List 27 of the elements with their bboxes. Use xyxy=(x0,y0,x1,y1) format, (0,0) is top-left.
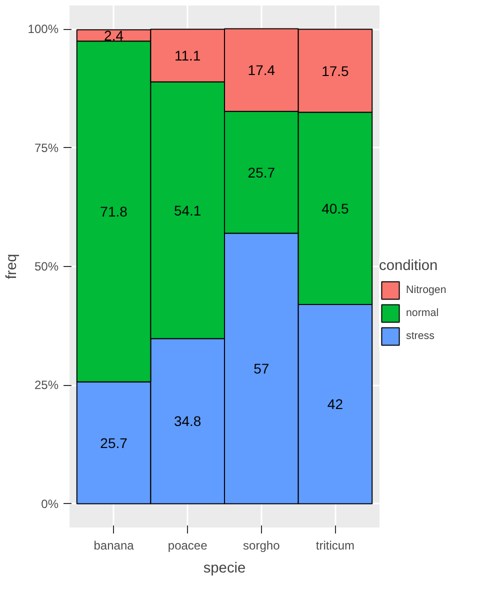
data-label: 25.7 xyxy=(248,164,276,180)
y-tick-label: 75% xyxy=(34,140,59,155)
y-tick-label: 0% xyxy=(41,496,59,511)
data-label: 17.4 xyxy=(248,62,276,78)
legend-label: stress xyxy=(406,330,434,342)
x-tick-label: poacee xyxy=(168,538,208,552)
legend-title: condition xyxy=(379,258,439,274)
x-axis-title: specie xyxy=(203,560,246,576)
data-label: 40.5 xyxy=(322,200,350,216)
data-label: 71.8 xyxy=(100,203,128,220)
y-axis-title: freq xyxy=(4,254,20,280)
data-label: 25.7 xyxy=(100,434,128,451)
data-label: 54.1 xyxy=(174,202,202,218)
data-label: 2.4 xyxy=(104,27,124,44)
legend-label: normal xyxy=(406,307,439,319)
data-label: 34.8 xyxy=(174,413,202,430)
legend-label: Nitrogen xyxy=(406,284,446,296)
x-tick-label: sorgho xyxy=(243,538,280,552)
data-label: 17.5 xyxy=(322,62,350,79)
y-tick-label: 100% xyxy=(28,22,59,36)
data-label: 11.1 xyxy=(174,48,201,64)
data-label: 42 xyxy=(327,396,344,412)
x-tick-label: banana xyxy=(94,538,134,552)
data-label: 57 xyxy=(254,360,270,377)
y-tick-label: 25% xyxy=(34,378,59,392)
y-tick-label: 50% xyxy=(34,260,59,274)
x-tick-label: triticum xyxy=(316,538,355,552)
